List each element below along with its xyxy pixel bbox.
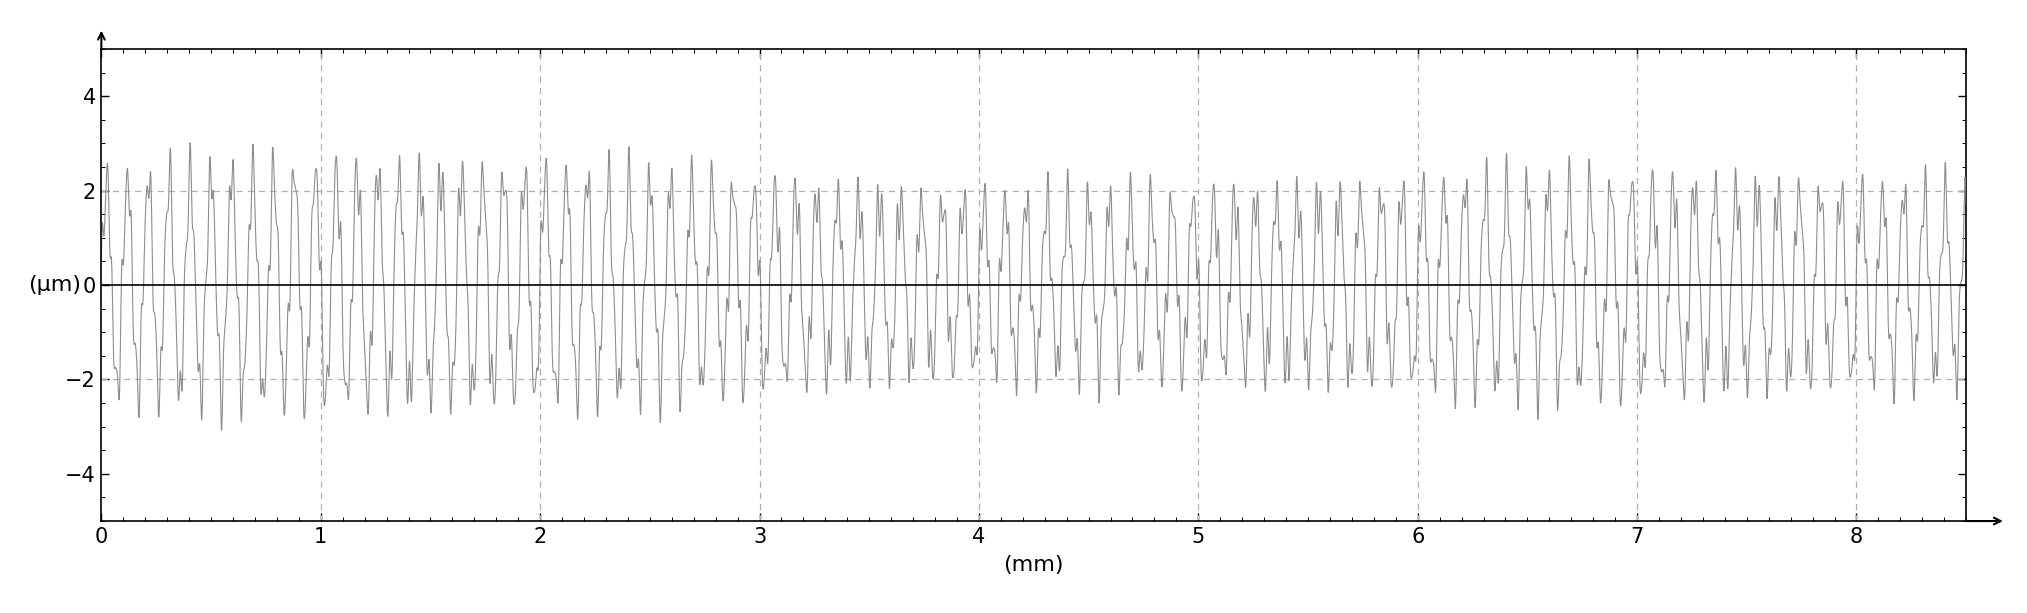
X-axis label: (mm): (mm) [1003,555,1064,575]
Y-axis label: (μm): (μm) [28,275,81,295]
